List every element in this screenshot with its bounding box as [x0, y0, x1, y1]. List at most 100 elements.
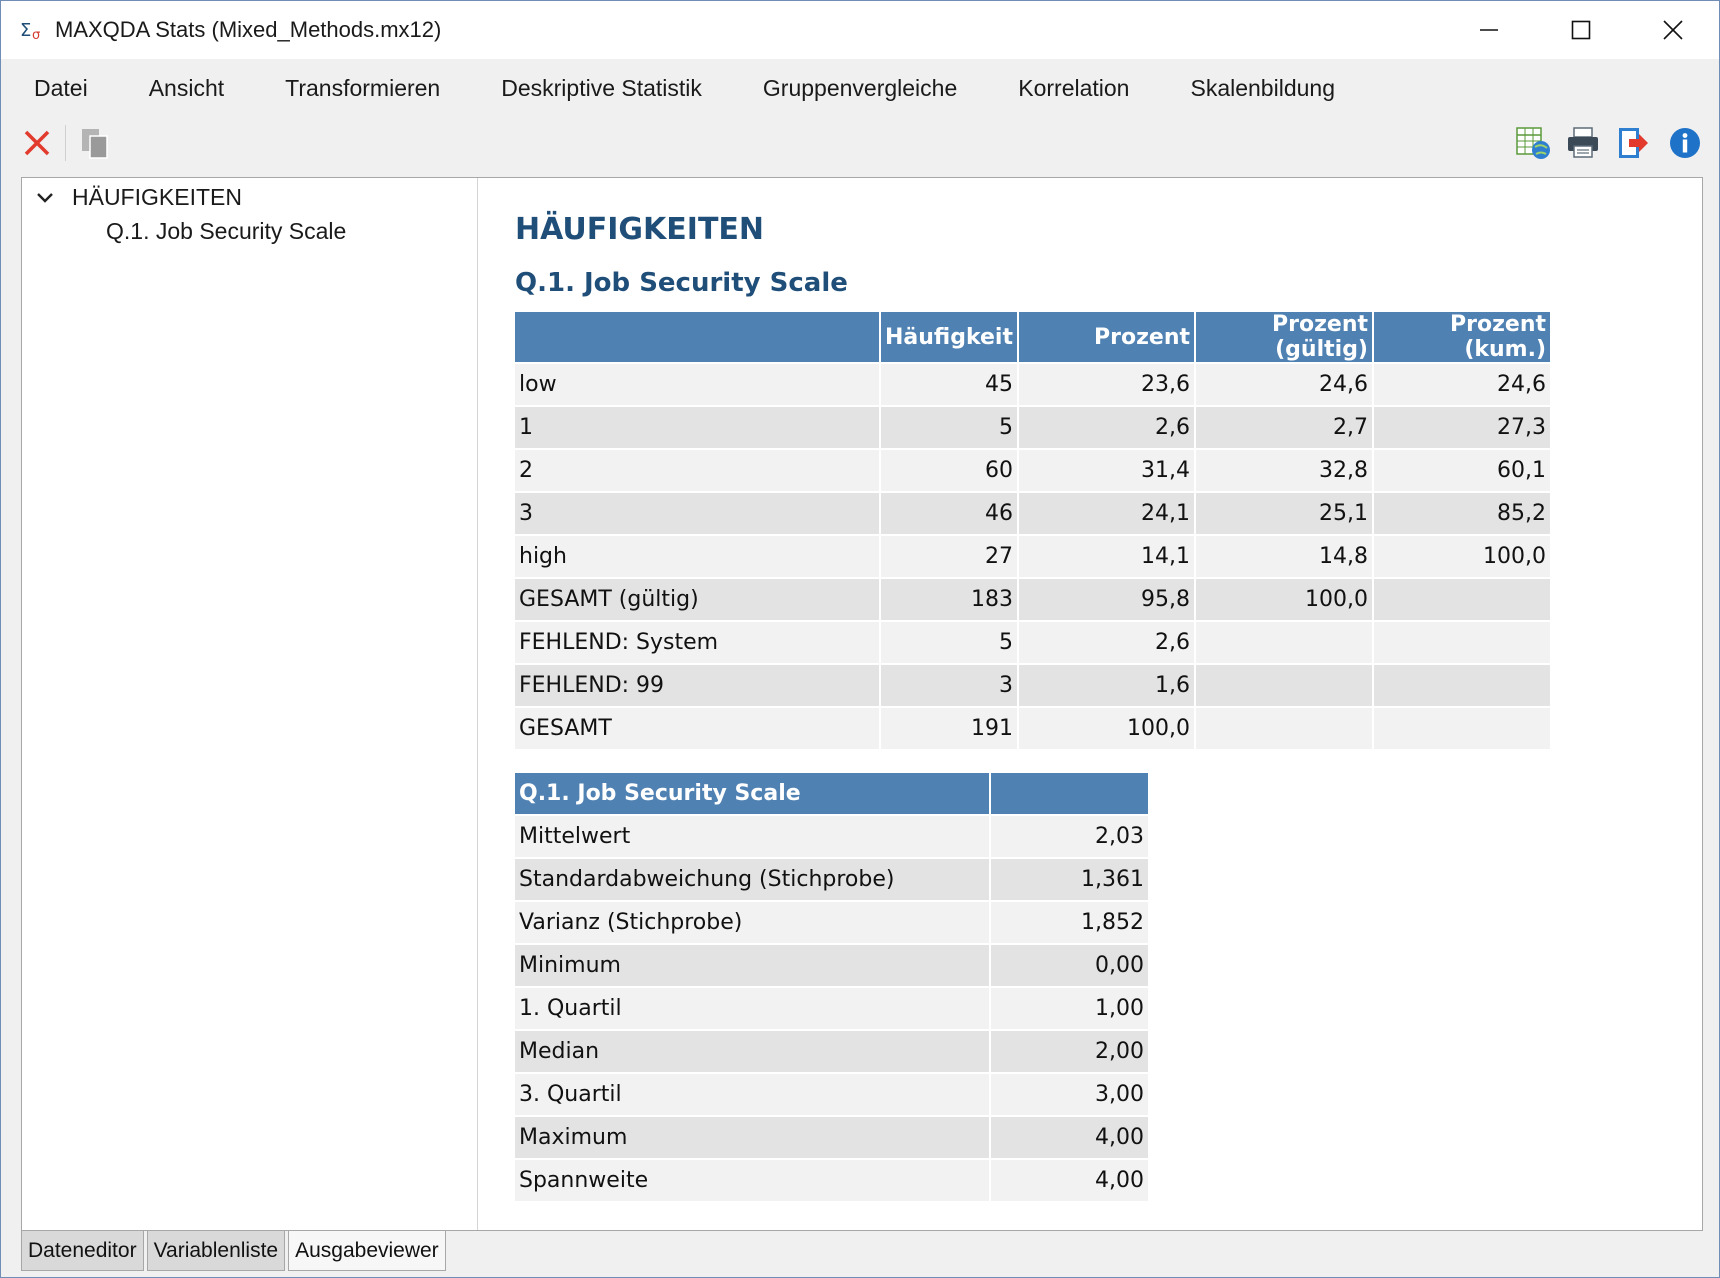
cell-value: 2,7: [1196, 407, 1372, 448]
info-icon: [1670, 128, 1700, 158]
cell-value: 100,0: [1019, 708, 1194, 749]
close-icon: [1663, 20, 1683, 40]
cell-value: 1,361: [991, 859, 1148, 900]
cell-value: 3,00: [991, 1074, 1148, 1115]
menu-skalenbildung[interactable]: Skalenbildung: [1190, 74, 1335, 101]
statistics-table: Q.1. Job Security Scale Mittelwert 2,03 St…: [513, 771, 1150, 1203]
copy-icon: [82, 129, 108, 159]
output-tree: HÄUFIGKEITEN Q.1. Job Security Scale: [22, 178, 478, 1230]
cell-value: 14,1: [1019, 536, 1194, 577]
cell-value: 3: [881, 665, 1017, 706]
cell-value: 24,1: [1019, 493, 1194, 534]
column-header: [515, 312, 879, 362]
table-row: Maximum 4,00: [515, 1117, 1148, 1158]
print-icon: [1568, 127, 1598, 158]
cell-value: 25,1: [1196, 493, 1372, 534]
cell-value: [1196, 665, 1372, 706]
cell-value: 60: [881, 450, 1017, 491]
export-button[interactable]: [1613, 123, 1653, 163]
row-label: FEHLEND: System: [515, 622, 879, 663]
export-table-button[interactable]: [1513, 123, 1553, 163]
table-row: 1. Quartil 1,00: [515, 988, 1148, 1029]
table-row: high 27 14,1 14,8 100,0: [515, 536, 1550, 577]
tree-node-haeufigkeiten[interactable]: HÄUFIGKEITEN: [32, 184, 242, 211]
cell-value: 4,00: [991, 1160, 1148, 1201]
menu-korrelation[interactable]: Korrelation: [1018, 74, 1130, 101]
table-export-icon: [1516, 127, 1550, 159]
table-row: Mittelwert 2,03: [515, 816, 1148, 857]
cell-value: [1374, 708, 1550, 749]
cell-value: [1374, 665, 1550, 706]
delete-output-button[interactable]: [17, 123, 57, 163]
cell-value: 191: [881, 708, 1017, 749]
cell-value: 31,4: [1019, 450, 1194, 491]
svg-text:Σ: Σ: [20, 20, 31, 41]
cell-value: 32,8: [1196, 450, 1372, 491]
maxqda-stats-icon: Σ σ: [19, 16, 47, 44]
output-viewer: HÄUFIGKEITEN Q.1. Job Security Scale Häu…: [482, 178, 1702, 1230]
row-label: Median: [515, 1031, 989, 1072]
table-row: GESAMT (gültig) 183 95,8 100,0: [515, 579, 1550, 620]
cell-value: 46: [881, 493, 1017, 534]
table-row: 3. Quartil 3,00: [515, 1074, 1148, 1115]
cell-value: 0,00: [991, 945, 1148, 986]
tab-dateneditor[interactable]: Dateneditor: [21, 1231, 144, 1271]
chevron-down-icon[interactable]: [32, 185, 58, 211]
copy-button[interactable]: [75, 123, 115, 163]
cell-value: 24,6: [1374, 364, 1550, 405]
row-label: Standardabweichung (Stichprobe): [515, 859, 989, 900]
cell-value: 24,6: [1196, 364, 1372, 405]
row-label: 1: [515, 407, 879, 448]
table-row: 3 46 24,1 25,1 85,2: [515, 493, 1550, 534]
table-row: low 45 23,6 24,6 24,6: [515, 364, 1550, 405]
cell-value: 100,0: [1196, 579, 1372, 620]
cell-value: 85,2: [1374, 493, 1550, 534]
table-row: Varianz (Stichprobe) 1,852: [515, 902, 1148, 943]
menu-deskriptive-statistik[interactable]: Deskriptive Statistik: [501, 74, 702, 101]
menu-gruppenvergleiche[interactable]: Gruppenvergleiche: [762, 74, 958, 101]
menu-bar: Datei Ansicht Transformieren Deskriptive…: [1, 63, 1719, 113]
row-label: Varianz (Stichprobe): [515, 902, 989, 943]
row-label: 3: [515, 493, 879, 534]
svg-text:σ: σ: [32, 28, 40, 43]
minimize-button[interactable]: [1443, 1, 1535, 59]
export-arrow-icon: [1619, 128, 1648, 158]
cell-value: [1374, 579, 1550, 620]
menu-ansicht[interactable]: Ansicht: [148, 74, 225, 101]
cell-value: 4,00: [991, 1117, 1148, 1158]
cell-value: 27: [881, 536, 1017, 577]
row-label: Spannweite: [515, 1160, 989, 1201]
cell-value: 2,03: [991, 816, 1148, 857]
tree-node-label: HÄUFIGKEITEN: [72, 184, 242, 210]
print-button[interactable]: [1563, 123, 1603, 163]
info-button[interactable]: [1665, 123, 1705, 163]
cell-value: [1196, 708, 1372, 749]
column-header: Prozent (gültig): [1196, 312, 1372, 362]
close-window-button[interactable]: [1627, 1, 1719, 59]
toolbar: [1, 119, 1719, 167]
menu-transformieren[interactable]: Transformieren: [285, 74, 441, 101]
column-header: Prozent: [1019, 312, 1194, 362]
row-label: high: [515, 536, 879, 577]
cell-value: 60,1: [1374, 450, 1550, 491]
table-header-row: Q.1. Job Security Scale: [515, 773, 1148, 814]
cell-value: 2,6: [1019, 622, 1194, 663]
cell-value: 1,852: [991, 902, 1148, 943]
tab-ausgabeviewer[interactable]: Ausgabeviewer: [288, 1231, 446, 1271]
table-row: Median 2,00: [515, 1031, 1148, 1072]
title-bar: Σ σ MAXQDA Stats (Mixed_Methods.mx12): [1, 1, 1719, 59]
tree-node-job-security-scale[interactable]: Q.1. Job Security Scale: [106, 218, 347, 244]
window-controls: [1443, 1, 1719, 59]
cell-value: [1196, 622, 1372, 663]
tab-variablenliste[interactable]: Variablenliste: [146, 1231, 286, 1271]
cell-value: 183: [881, 579, 1017, 620]
row-label: FEHLEND: 99: [515, 665, 879, 706]
row-label: Mittelwert: [515, 816, 989, 857]
column-header: [991, 773, 1148, 814]
table-row: Standardabweichung (Stichprobe) 1,361: [515, 859, 1148, 900]
frequency-table: Häufigkeit Prozent Prozent (gültig) Proz…: [513, 310, 1552, 751]
bottom-tabs: Dateneditor Variablenliste Ausgabeviewer: [21, 1231, 449, 1271]
maximize-button[interactable]: [1535, 1, 1627, 59]
menu-datei[interactable]: Datei: [34, 74, 88, 101]
